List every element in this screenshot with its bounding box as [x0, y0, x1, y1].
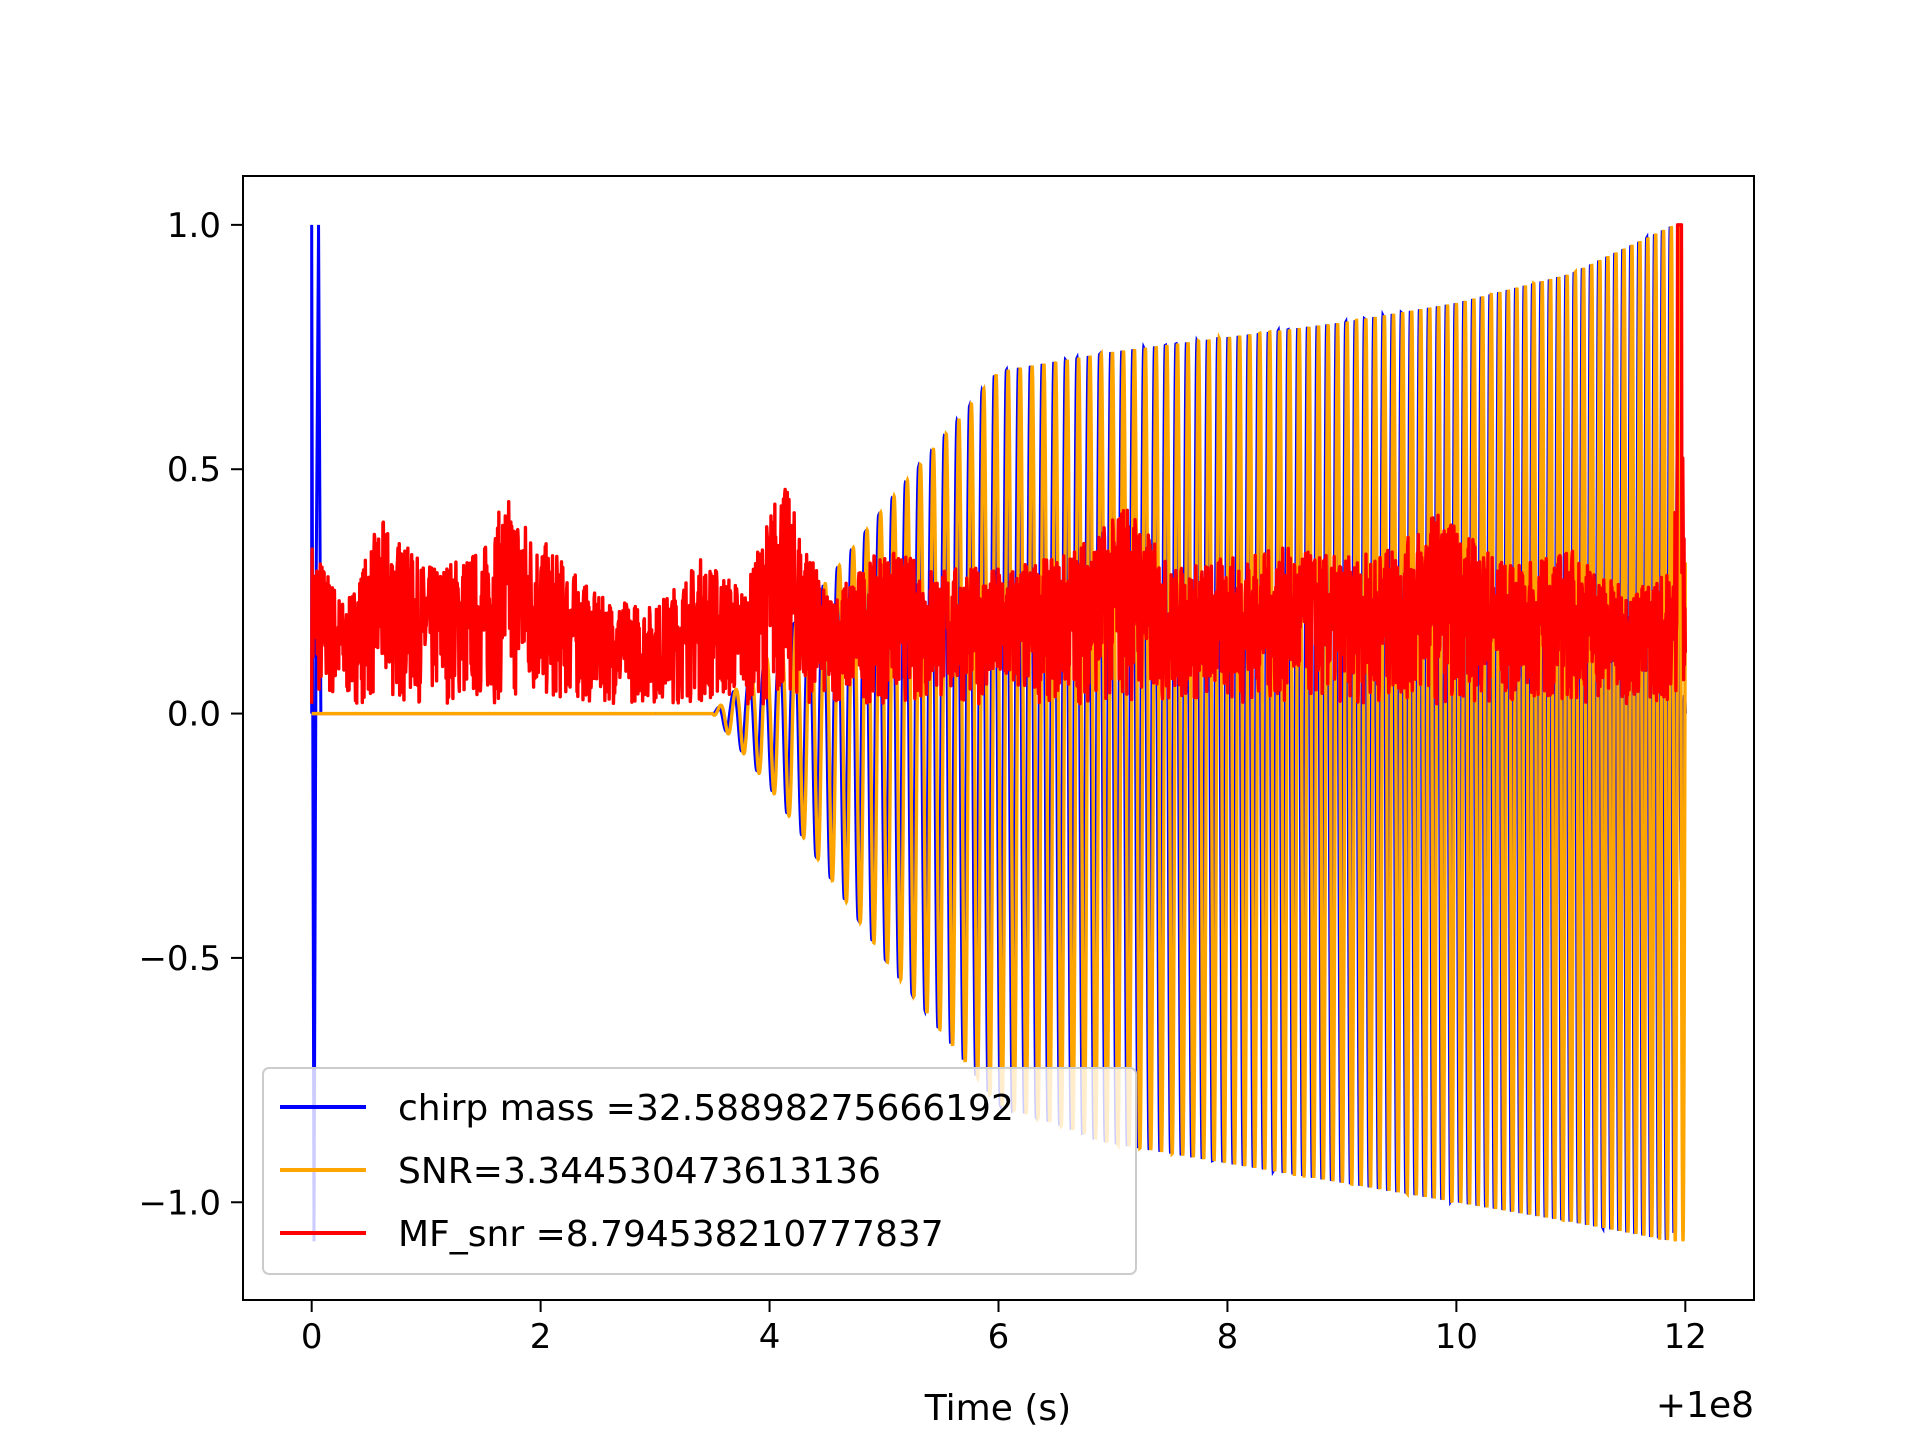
x-tick-label: 8 [1217, 1317, 1239, 1357]
legend-entry: chirp mass =32.58898275666192 [398, 1088, 1014, 1129]
mf-snr-series [309, 223, 1688, 706]
x-tick-label: 6 [988, 1317, 1010, 1357]
y-tick-label: 0.0 [167, 695, 221, 735]
legend-box [262, 1067, 1137, 1275]
x-tick-label: 12 [1664, 1317, 1707, 1357]
x-tick-label: 0 [301, 1317, 323, 1357]
x-tick-label: 10 [1435, 1317, 1478, 1357]
legend: chirp mass =32.58898275666192 SNR=3.34453… [262, 1067, 1137, 1275]
y-axis: 1.0 0.5 0.0 −0.5 −1.0 [138, 206, 243, 1223]
x-axis: 0 2 4 6 8 10 12 [301, 1300, 1707, 1357]
x-tick-label: 2 [530, 1317, 552, 1357]
y-tick-label: 1.0 [167, 206, 221, 246]
series-layer [309, 223, 1688, 1242]
x-axis-offset: +1e8 [1656, 1385, 1754, 1426]
x-tick-label: 4 [759, 1317, 781, 1357]
legend-entry: SNR=3.344530473613136 [398, 1151, 881, 1192]
legend-entry: MF_snr =8.794538210777837 [398, 1214, 944, 1255]
y-tick-label: −0.5 [138, 939, 221, 979]
y-tick-label: 0.5 [167, 450, 221, 490]
x-axis-label: Time (s) [924, 1388, 1071, 1429]
y-tick-label: −1.0 [138, 1183, 221, 1223]
